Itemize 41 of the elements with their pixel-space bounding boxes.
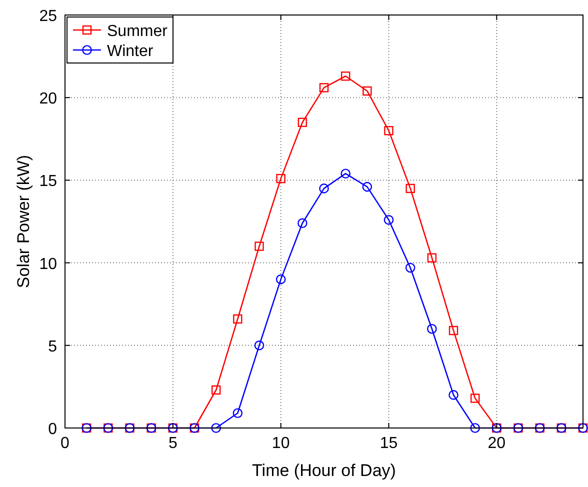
point xyxy=(384,214,394,225)
point xyxy=(470,394,480,403)
point xyxy=(405,262,416,273)
point xyxy=(362,86,372,96)
point xyxy=(276,274,286,284)
point xyxy=(427,253,437,262)
x-tick-label: 20 xyxy=(488,435,506,452)
x-tick-label: 15 xyxy=(380,435,398,452)
point xyxy=(211,423,221,433)
point xyxy=(470,423,480,433)
point xyxy=(298,118,308,127)
x-axis-title: Time (Hour of Day) xyxy=(252,461,396,480)
point xyxy=(276,174,286,184)
point xyxy=(427,324,437,334)
y-tick-label: 20 xyxy=(39,90,58,108)
point xyxy=(362,182,372,192)
x-tick-label: 10 xyxy=(272,435,290,452)
point xyxy=(232,408,243,418)
y-tick-label: 15 xyxy=(39,173,58,190)
point xyxy=(406,184,415,194)
point xyxy=(211,385,221,395)
legend-label: Summer xyxy=(107,23,168,40)
y-tick-label: 10 xyxy=(39,256,58,273)
point xyxy=(233,314,242,324)
legend-label: Winter xyxy=(107,43,154,60)
point xyxy=(319,184,329,194)
point xyxy=(448,390,458,400)
y-tick-label: 25 xyxy=(39,8,58,25)
point xyxy=(254,242,264,251)
point xyxy=(448,326,458,336)
point xyxy=(340,168,350,178)
point xyxy=(254,340,264,350)
y-tick-label: 5 xyxy=(48,338,58,356)
x-tick-label: 0 xyxy=(60,435,70,452)
y-tick-label: 0 xyxy=(48,421,58,438)
point xyxy=(340,72,350,81)
point xyxy=(384,126,394,136)
x-tick-label: 5 xyxy=(168,435,178,452)
y-axis-title: Solar Power (kW) xyxy=(14,154,33,288)
point xyxy=(298,218,308,228)
point xyxy=(319,83,329,92)
